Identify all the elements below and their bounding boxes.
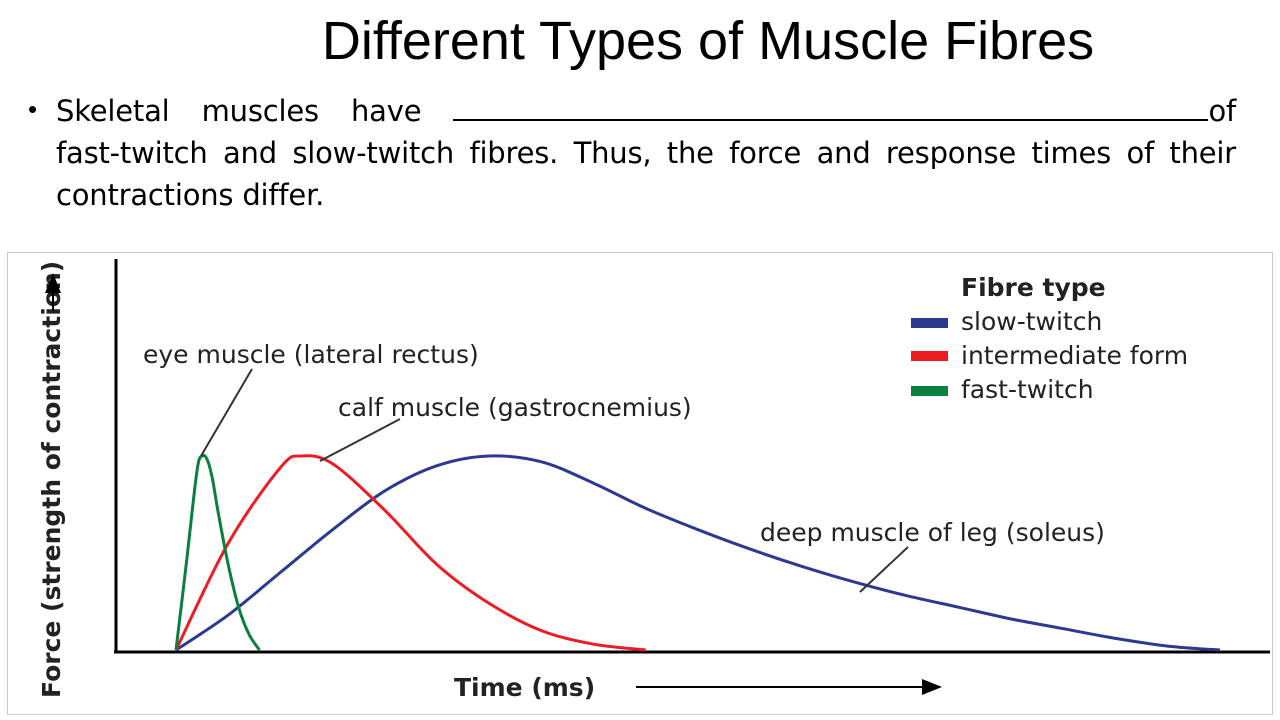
- legend-swatch-intermediate: [911, 351, 948, 361]
- bullet-text-part2: of fast-twitch and slow-twitch fibres. T…: [56, 94, 1236, 212]
- annotation-calf-muscle: calf muscle (gastrocnemius): [338, 393, 692, 422]
- chart-svg: Force (strength of contraction) Time (ms…: [37, 259, 1270, 702]
- annotation-soleus: deep muscle of leg (soleus): [760, 518, 1105, 547]
- series-layer: [174, 453, 1221, 652]
- annotation-soleus-leader: [859, 546, 909, 593]
- series-intermediate: [174, 454, 646, 652]
- bullet-text-part1: Skeletal muscles have: [56, 94, 454, 128]
- series-slow-twitch: [175, 454, 1221, 652]
- legend-title: Fibre type: [961, 273, 1106, 302]
- legend-label-fast-twitch: fast-twitch: [961, 375, 1094, 404]
- legend-label-slow-twitch: slow-twitch: [961, 307, 1102, 336]
- legend-swatch-slow-twitch: [911, 318, 948, 328]
- x-axis-label: Time (ms): [454, 673, 595, 702]
- series-fast-twitch: [174, 453, 261, 651]
- legend-label-intermediate: intermediate form: [961, 341, 1188, 370]
- legend: Fibre type slow-twitch intermediate form…: [911, 273, 1188, 404]
- legend-swatch-fast-twitch: [911, 386, 948, 396]
- fill-in-blank: [453, 93, 1209, 121]
- bullet-text: Skeletal muscles have of fast-twitch and…: [56, 90, 1236, 216]
- annotation-eye-muscle: eye muscle (lateral rectus): [143, 340, 479, 369]
- slide-title: Different Types of Muscle Fibres: [321, 11, 1095, 71]
- y-axis-label: Force (strength of contraction): [37, 261, 66, 698]
- annotation-eye-muscle-leader: [200, 368, 253, 457]
- bullet-dot: •: [28, 94, 38, 124]
- annotation-calf-muscle-leader: [319, 418, 401, 462]
- muscle-fibre-chart: Force (strength of contraction) Time (ms…: [7, 252, 1273, 715]
